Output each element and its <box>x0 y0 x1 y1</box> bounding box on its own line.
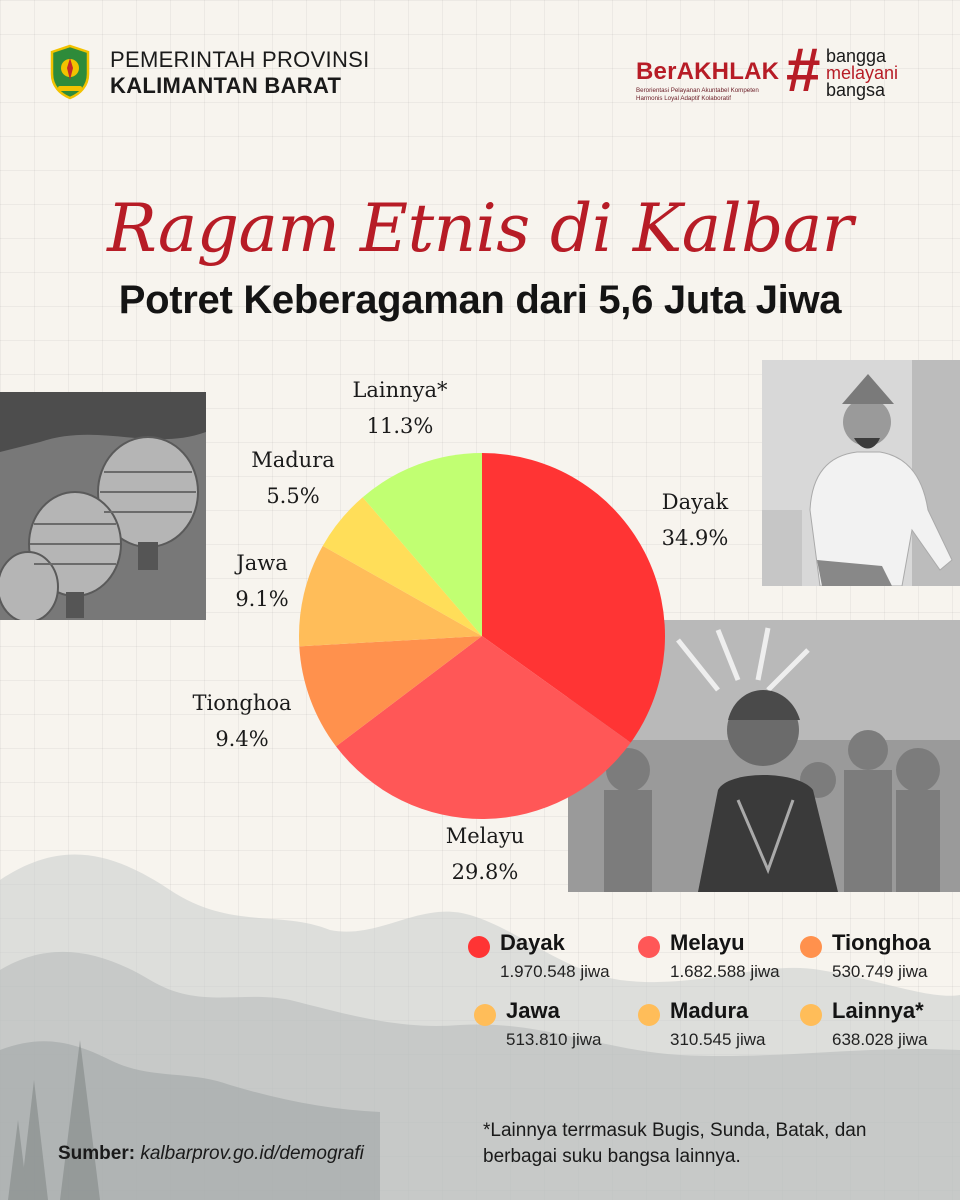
gov-line-1: PEMERINTAH PROVINSI <box>110 47 370 72</box>
pie-slice-jawa <box>299 545 482 647</box>
legend-dot <box>800 1004 822 1026</box>
slice-percent-label: 11.3% <box>367 414 434 438</box>
pie-slice-madura <box>322 497 482 636</box>
page-title: Ragam Etnis di Kalbar <box>107 190 853 267</box>
pie-slice-dayak <box>482 453 665 743</box>
legend-value: 310.545 jiwa <box>670 1030 766 1049</box>
legend-value: 638.028 jiwa <box>832 1030 928 1049</box>
legend-value: 513.810 jiwa <box>506 1030 602 1049</box>
berakhlak-tagline: Berorientasi Pelayanan Akuntabel Kompete… <box>636 87 759 102</box>
legend-dot <box>468 936 490 958</box>
legend-dot <box>800 936 822 958</box>
footnote: *Lainnya terrmasuk Bugis, Sunda, Batak, … <box>483 1120 867 1167</box>
government-name: PEMERINTAH PROVINSI KALIMANTAN BARAT <box>110 47 370 99</box>
slice-label: Madura <box>251 448 335 472</box>
hashtag-icon: # <box>786 36 821 105</box>
hashtag-words: bangga melayani bangsa <box>826 46 899 100</box>
legend-name: Melayu <box>670 930 745 955</box>
hashtag-word-2: melayani <box>826 63 899 83</box>
province-emblem-icon <box>50 44 90 100</box>
slice-percent-label: 9.4% <box>215 727 268 751</box>
legend-dot <box>474 1004 496 1026</box>
legend-name: Jawa <box>506 998 560 1023</box>
slice-label: Lainnya* <box>352 378 448 402</box>
pie-slices <box>299 453 665 820</box>
legend-value: 1.970.548 jiwa <box>500 962 610 981</box>
legend-dot <box>638 1004 660 1026</box>
legend-dot <box>638 936 660 958</box>
berakhlak-logo: BerAKHLAK Berorientasi Pelayanan Akuntab… <box>636 58 782 103</box>
gov-line-2: KALIMANTAN BARAT <box>110 73 342 98</box>
bangga-melayani-bangsa-logo: # bangga melayani bangsa <box>786 40 916 104</box>
lanterns-photo <box>0 392 206 620</box>
pie-slice-tionghoa <box>299 636 482 747</box>
legend-value: 1.682.588 jiwa <box>670 962 780 981</box>
legend-name: Tionghoa <box>832 930 931 955</box>
pie-labels: Dayak 34.9% Melayu 29.8% Tionghoa 9.4% Jawa 9.1… <box>192 378 728 884</box>
legend-name: Dayak <box>500 930 565 955</box>
page-subtitle: Potret Keberagaman dari 5,6 Juta Jiwa <box>118 278 842 322</box>
slice-label: Tionghoa <box>192 691 291 715</box>
hashtag-word-1: bangga <box>826 46 887 66</box>
legend-name: Madura <box>670 998 749 1023</box>
source-link[interactable]: kalbarprov.go.id/demografi <box>140 1143 364 1164</box>
slice-percent-label: 5.5% <box>266 484 319 508</box>
mountain-background <box>0 854 960 1200</box>
source-citation: Sumber: kalbarprov.go.id/demografi <box>58 1143 364 1165</box>
legend-value: 530.749 jiwa <box>832 962 928 981</box>
malay-man-photo <box>762 360 960 586</box>
slice-label: Melayu <box>446 824 525 848</box>
source-label: Sumber: <box>58 1143 136 1164</box>
slice-percent-label: 34.9% <box>662 526 729 550</box>
berakhlak-word: BerAKHLAK <box>636 58 780 85</box>
slice-label: Jawa <box>234 551 287 575</box>
slice-percent-label: 29.8% <box>452 860 519 884</box>
slice-label: Dayak <box>662 490 729 514</box>
hashtag-word-3: bangsa <box>826 80 886 100</box>
slice-percent-label: 9.1% <box>235 587 288 611</box>
pie-slice-melayu <box>336 636 631 820</box>
legend-name: Lainnya* <box>832 998 924 1023</box>
pie-slice-lainnya <box>362 453 482 636</box>
